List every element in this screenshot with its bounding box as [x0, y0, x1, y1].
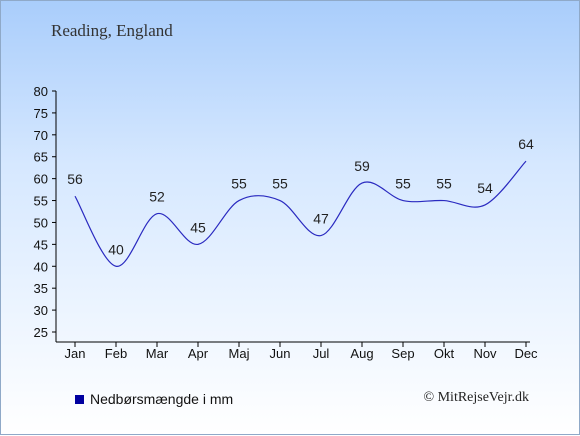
- data-label: 40: [108, 241, 124, 257]
- y-tick-label: 35: [34, 281, 48, 296]
- y-tick-label: 80: [34, 84, 48, 99]
- data-label: 55: [231, 176, 247, 192]
- y-tick-label: 45: [34, 237, 48, 252]
- credit-text: © MitRejseVejr.dk: [423, 390, 529, 405]
- y-tick-label: 50: [34, 215, 48, 230]
- data-label: 52: [149, 189, 165, 205]
- data-label: 55: [436, 176, 452, 192]
- x-tick-label: Aug: [350, 346, 373, 361]
- x-tick-label: Apr: [188, 346, 209, 361]
- x-tick-label: Dec: [514, 346, 538, 361]
- x-tick-label: Feb: [105, 346, 127, 361]
- data-label: 59: [354, 158, 370, 174]
- y-tick-label: 40: [34, 259, 48, 274]
- y-tick-label: 65: [34, 150, 48, 165]
- y-tick-label: 70: [34, 128, 48, 143]
- data-label: 56: [67, 171, 83, 187]
- data-label: 64: [518, 136, 534, 152]
- x-tick-label: Maj: [229, 346, 250, 361]
- x-tick-label: Nov: [473, 346, 497, 361]
- x-tick-label: Mar: [146, 346, 169, 361]
- legend-swatch: [75, 394, 84, 404]
- chart-title: Reading, England: [51, 21, 173, 40]
- data-label: 54: [477, 180, 493, 196]
- y-tick-label: 30: [34, 303, 48, 318]
- x-tick-label: Jan: [65, 346, 86, 361]
- y-tick-label: 60: [34, 172, 48, 187]
- legend-label: Nedbørsmængde i mm: [90, 391, 234, 407]
- data-label: 45: [190, 219, 206, 235]
- data-label: 55: [272, 176, 288, 192]
- data-label: 55: [395, 176, 411, 192]
- legend: Nedbørsmængde i mm: [75, 391, 233, 407]
- y-tick-label: 75: [34, 106, 48, 121]
- series-line: [74, 160, 527, 267]
- x-tick-label: Jun: [270, 346, 291, 361]
- data-label: 47: [313, 211, 329, 227]
- y-tick-label: 55: [34, 194, 48, 209]
- x-tick-label: Sep: [391, 346, 414, 361]
- y-tick-label: 25: [34, 325, 48, 340]
- x-tick-label: Jul: [313, 346, 330, 361]
- x-tick-label: Okt: [434, 346, 455, 361]
